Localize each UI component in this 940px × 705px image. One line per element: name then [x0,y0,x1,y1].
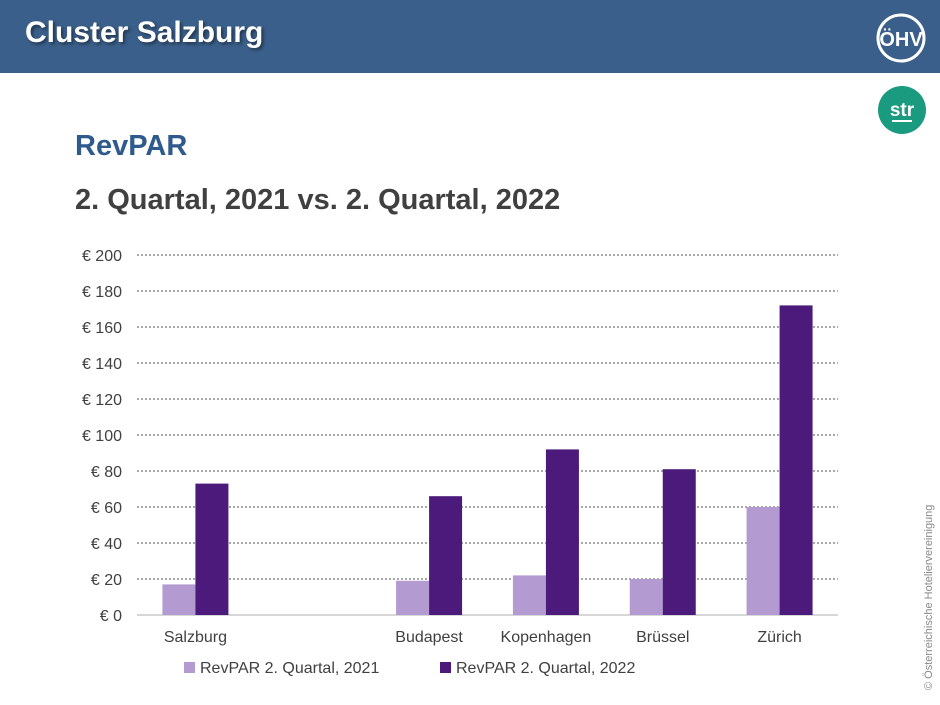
bar-2021 [629,579,663,615]
y-tick-label: € 180 [82,284,122,301]
x-category-label: Zürich [757,629,801,646]
x-category-label: Budapest [395,629,463,646]
bar-2022 [779,305,813,615]
y-tick-label: € 120 [82,392,122,409]
x-category-label: Brüssel [636,629,689,646]
revpar-bar-chart: € 0 € 20 € 40 € 60 € 80 € 100 € 120 € 140 € 160 €… [82,248,838,677]
bar-2021 [512,575,546,615]
header-bar: Cluster Salzburg ÖHV [0,0,940,73]
y-tick-label: € 20 [91,572,122,589]
legend-swatch [440,662,451,673]
bar-2021 [396,580,430,615]
y-tick-label: € 160 [82,320,122,337]
ohv-logo: ÖHV [876,13,926,63]
bar-2022 [662,469,696,615]
x-category-label: Salzburg [164,629,227,646]
y-tick-label: € 100 [82,428,122,445]
page-title: Cluster Salzburg [25,16,264,49]
y-tick-label: € 140 [82,356,122,373]
bar-2022 [195,483,229,615]
legend-swatch [184,662,195,673]
str-logo: str [878,86,926,134]
y-tick-label: € 60 [91,500,122,517]
bar-2021 [746,507,780,615]
bar-2022 [429,496,463,615]
y-tick-label: € 200 [82,248,122,265]
chart-subtitle: 2. Quartal, 2021 vs. 2. Quartal, 2022 [75,184,561,216]
str-logo-circle [878,86,926,134]
bar-2021 [162,584,196,615]
str-logo-text: str [890,100,915,121]
y-tick-label: € 80 [91,464,122,481]
legend-label: RevPAR 2. Quartal, 2022 [456,660,635,677]
copyright-note: © Österreichische Hoteliervereinigung [923,504,935,690]
section-title: RevPAR [75,130,188,162]
bar-2022 [545,449,579,615]
y-tick-label: € 0 [100,608,122,625]
y-tick-label: € 40 [91,536,122,553]
x-category-label: Kopenhagen [501,629,592,646]
ohv-logo-text: ÖHV [879,28,923,51]
legend-label: RevPAR 2. Quartal, 2021 [200,660,379,677]
